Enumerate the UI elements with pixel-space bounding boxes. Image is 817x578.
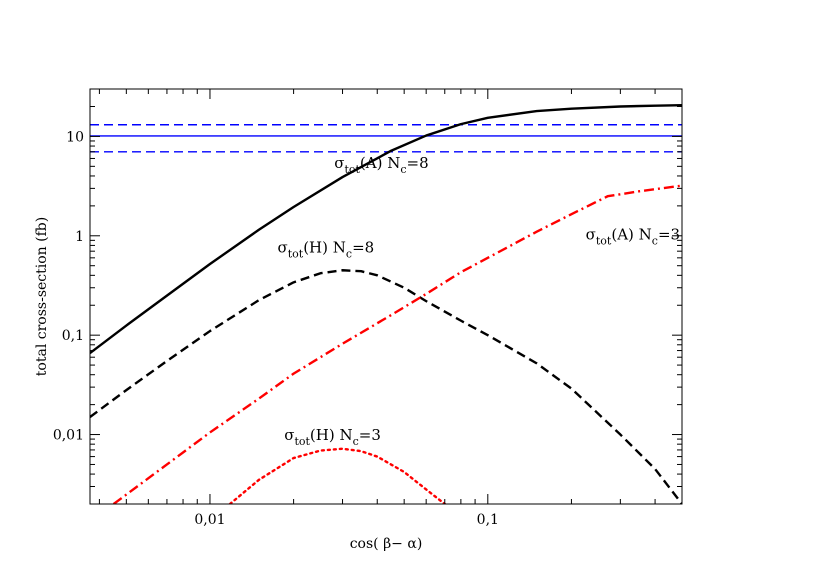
series-sigma-A-Nc8 (90, 104, 682, 355)
annotation-sigma-H-Nc8-part: (H) N (303, 238, 346, 256)
y-tick-label: 0,1 (62, 328, 84, 344)
reference-lines (90, 124, 682, 153)
y-tick-label: 1 (75, 229, 84, 245)
annotation-sigma-A-Nc3-part: σ (586, 225, 596, 243)
annotation-sigma-A-Nc3-part: =3 (658, 225, 680, 243)
annotation-sigma-H-Nc8-part: =8 (352, 238, 374, 256)
annotation-sigma-A-Nc3: σtot(A) Nc=3 (586, 225, 680, 247)
annotation-sigma-H-Nc8-part: c (346, 247, 352, 260)
annotation-sigma-H-Nc3-part: σ (284, 426, 294, 444)
annotation-sigma-A-Nc8-part: tot (344, 163, 360, 176)
annotation-sigma-A-Nc8-part: =8 (407, 154, 429, 172)
annotation-sigma-A-Nc3-part: c (652, 234, 658, 247)
annotation-sigma-H-Nc3-part: =3 (359, 426, 381, 444)
series-lines (90, 104, 682, 504)
tick-labels: 0,01 0,1 0,01 0,1 1 10 (53, 129, 499, 528)
x-tick-label: 0,01 (194, 512, 225, 528)
annotation-sigma-A-Nc8: σtot(A) Nc=8 (334, 154, 428, 176)
annotation-sigma-H-Nc8: σtot(H) Nc=8 (277, 238, 374, 260)
y-tick-label: 0,01 (53, 428, 84, 444)
series-sigma-H-Nc3 (228, 447, 446, 504)
plot-frame (89, 88, 683, 505)
annotation-sigma-H-Nc8-part: tot (288, 247, 304, 260)
annotation-sigma-H-Nc3: σtot(H) Nc=3 (284, 426, 381, 448)
axis-ticks (90, 88, 683, 505)
annotation-sigma-H-Nc3-part: (H) N (310, 426, 353, 444)
annotation-sigma-H-Nc3-part: c (353, 435, 359, 448)
annotation-sigma-A-Nc8-part: (A) N (360, 154, 400, 172)
annotation-sigma-A-Nc3-part: (A) N (611, 225, 651, 243)
annotation-sigma-H-Nc3-part: tot (294, 435, 310, 448)
annotation-sigma-A-Nc3-part: tot (596, 234, 612, 247)
x-tick-label: 0,1 (477, 512, 499, 528)
y-tick-label: 10 (66, 129, 84, 145)
annotation-sigma-H-Nc8-part: σ (277, 238, 287, 256)
series-sigma-H-Nc8 (90, 269, 682, 504)
x-axis-label: cos( β− α) (350, 536, 423, 552)
annotation-sigma-A-Nc8-part: c (400, 163, 406, 176)
series-sigma-A-Nc3 (112, 184, 682, 504)
y-axis-label: total cross-section (fb) (34, 217, 50, 376)
annotation-sigma-A-Nc8-part: σ (334, 154, 344, 172)
